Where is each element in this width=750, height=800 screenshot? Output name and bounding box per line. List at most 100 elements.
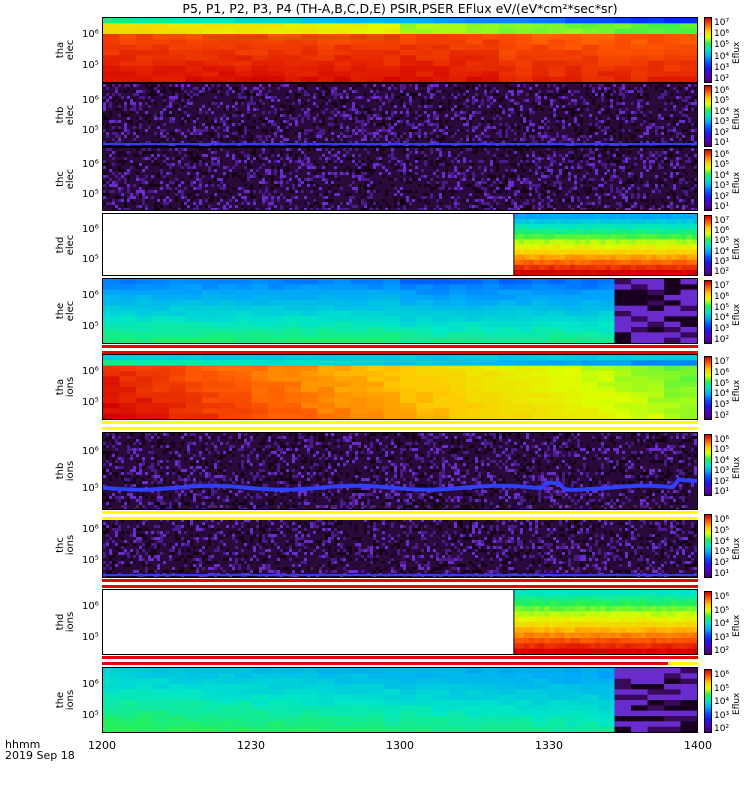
spectrogram-cell xyxy=(553,99,556,102)
spectrogram-cell xyxy=(382,166,385,169)
spectrogram-cell xyxy=(121,96,124,99)
spectrogram-cell xyxy=(487,96,490,99)
spectrogram-cell xyxy=(614,28,632,35)
spectrogram-cell xyxy=(598,66,616,72)
spectrogram-cell xyxy=(316,132,319,135)
spectrogram-cell xyxy=(436,138,439,141)
spectrogram-cell xyxy=(367,66,385,72)
spectrogram-cell xyxy=(298,184,301,187)
spectrogram-cell xyxy=(385,117,388,120)
spectrogram-cell xyxy=(394,178,397,181)
spectrogram-cell xyxy=(544,244,551,251)
spectrogram-cell xyxy=(661,244,668,251)
spectrogram-cell xyxy=(589,126,592,129)
spectrogram-cell xyxy=(124,208,127,210)
spectrogram-cell xyxy=(511,184,514,187)
spectrogram-cell xyxy=(646,239,652,246)
spectrogram-cell xyxy=(518,234,525,241)
spectrogram-cell xyxy=(115,205,118,208)
spectrogram-cell xyxy=(478,181,481,184)
spectrogram-cell xyxy=(607,202,610,205)
spectrogram-cell xyxy=(439,208,442,210)
spectrogram-cell xyxy=(406,205,409,208)
spectrogram-cell xyxy=(367,163,370,166)
spectrogram-cell xyxy=(202,60,220,67)
colorbar-tick-label: 10¹ xyxy=(714,138,730,148)
spectrogram-cell xyxy=(666,244,673,251)
spectrogram-cell xyxy=(154,84,157,87)
spectrogram-cell xyxy=(595,157,598,160)
spectrogram-cell xyxy=(541,175,544,178)
spectrogram-cell xyxy=(515,34,533,40)
spectrogram-cell xyxy=(358,166,361,169)
spectrogram-cell xyxy=(635,249,642,256)
spectrogram-cell xyxy=(680,39,697,46)
spectrogram-cell xyxy=(301,76,319,82)
spectrogram-cell xyxy=(610,229,617,235)
spectrogram-cell xyxy=(148,129,151,132)
spectrogram-cell xyxy=(187,120,190,123)
spectrogram-cell xyxy=(601,108,604,111)
spectrogram-cell xyxy=(544,187,547,190)
spectrogram-cell xyxy=(103,60,121,67)
spectrogram-cell xyxy=(383,289,401,296)
spectrogram-cell xyxy=(298,114,301,117)
spectrogram-cell xyxy=(400,60,418,67)
spectrogram-cell xyxy=(220,178,223,181)
spectrogram-cell xyxy=(211,111,214,114)
spectrogram-cell xyxy=(304,129,307,132)
spectrogram-cell xyxy=(119,295,137,301)
spectrogram-cell xyxy=(154,190,157,193)
spectrogram-cell xyxy=(397,141,400,144)
spectrogram-cell xyxy=(400,160,403,163)
spectrogram-cell xyxy=(316,175,319,178)
spectrogram-cell xyxy=(343,114,346,117)
spectrogram-cell xyxy=(463,175,466,178)
spectrogram-cell xyxy=(416,71,434,78)
spectrogram-cell xyxy=(220,123,223,126)
spectrogram-cell xyxy=(616,148,619,151)
spectrogram-cell xyxy=(523,120,526,123)
spectrogram-cell xyxy=(641,239,647,246)
spectrogram-cell xyxy=(664,184,667,187)
spectrogram-cell xyxy=(251,311,269,317)
spectrogram-cell xyxy=(652,132,655,135)
spectrogram-cell xyxy=(548,28,566,35)
spectrogram-cell xyxy=(589,135,592,138)
spectrogram-cell xyxy=(580,114,583,117)
spectrogram-cell xyxy=(154,202,157,205)
spectrogram-cell xyxy=(484,129,487,132)
spectrogram-cell xyxy=(214,193,217,196)
spectrogram-cell xyxy=(148,105,151,108)
spectrogram-cell xyxy=(619,132,622,135)
spectrogram-cell xyxy=(190,102,193,105)
spectrogram-cell xyxy=(574,199,577,202)
spectrogram-cell xyxy=(328,129,331,132)
spectrogram-cell xyxy=(475,148,478,151)
spectrogram-cell xyxy=(691,184,694,187)
spectrogram-cell xyxy=(394,202,397,205)
spectrogram-cell xyxy=(615,254,622,261)
spectrogram-cell xyxy=(635,244,642,251)
spectrogram-cell xyxy=(487,196,490,199)
spectrogram-cell xyxy=(328,199,331,202)
spectrogram-cell xyxy=(151,172,154,175)
spectrogram-cell xyxy=(277,172,280,175)
spectrogram-cell xyxy=(145,181,148,184)
spectrogram-cell xyxy=(517,148,520,151)
spectrogram-cell xyxy=(118,99,121,102)
spectrogram-cell xyxy=(538,166,541,169)
spectrogram-cell xyxy=(184,135,187,138)
spectrogram-cell xyxy=(656,249,662,256)
spectrogram-cell xyxy=(667,193,670,196)
spectrogram-cell xyxy=(232,132,235,135)
spectrogram-cell xyxy=(643,196,646,199)
spectrogram-cell xyxy=(637,193,640,196)
spectrogram-cell xyxy=(217,160,220,163)
spectrogram-cell xyxy=(625,259,632,266)
spectrogram-cell xyxy=(136,163,139,166)
spectrogram-cell xyxy=(544,135,547,138)
spectrogram-cell xyxy=(681,229,688,235)
spectrogram-cell xyxy=(652,184,655,187)
spectrogram-cell xyxy=(448,208,451,210)
